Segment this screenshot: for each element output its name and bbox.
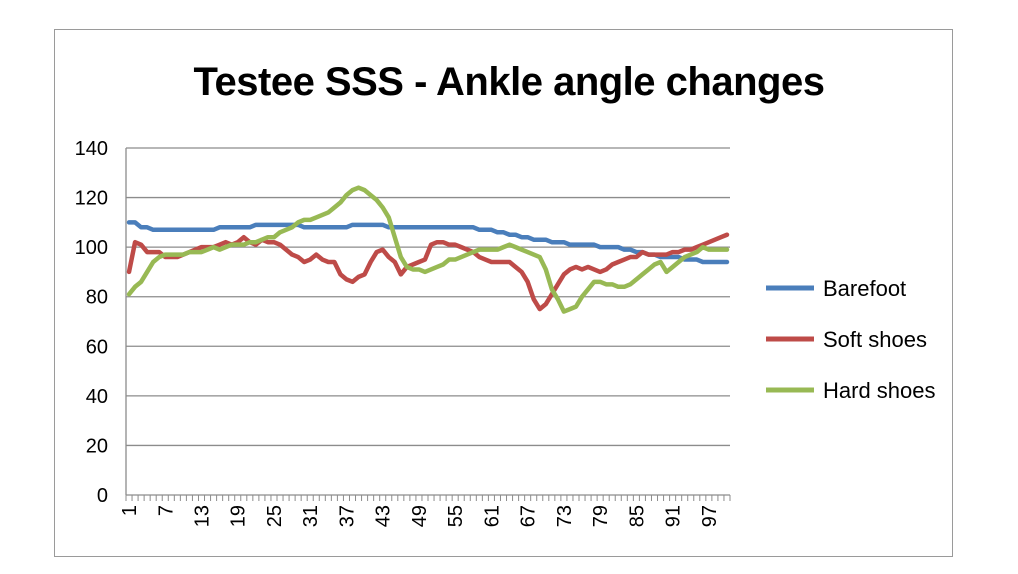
y-tick-label: 80 [86,287,108,309]
x-tick-label: 67 [518,505,540,527]
x-tick-label: 91 [663,505,685,527]
chart-frame [54,29,953,557]
series-line-soft-shoes [126,232,730,312]
x-tick-label: 97 [699,505,721,527]
x-tick-label: 79 [590,505,612,527]
legend: Barefoot Soft shoes Hard shoes [766,276,936,403]
y-tick-label: 140 [75,138,108,160]
y-tick-label: 100 [75,237,108,259]
chart-title: Testee SSS - Ankle angle changes [193,60,825,104]
x-tick-label: 55 [445,505,467,527]
y-tick-label: 60 [86,336,108,358]
y-tick-label: 40 [86,386,108,408]
x-tick-label: 25 [264,505,286,527]
x-tick-label: 31 [300,505,322,527]
x-tick-label: 73 [554,505,576,527]
gridlines [126,147,730,447]
legend-label-soft-shoes: Soft shoes [823,327,927,352]
x-tick-label: 37 [336,505,358,527]
x-tick-label: 85 [626,505,648,527]
x-tick-label: 13 [192,505,214,527]
x-tick-label: 7 [155,505,177,516]
y-tick-label: 120 [75,188,108,210]
x-tick-label: 43 [373,505,395,527]
x-tick-label: 19 [228,505,250,527]
x-tick-label: 61 [481,505,503,527]
series-line-hard-shoes [126,185,730,314]
series-lines [126,185,730,314]
axes: 0 20 40 60 80 100 120 140 1 7 13 19 25 31 37 43 49 55 61 67… [75,138,731,527]
x-tick-label: 49 [409,505,431,527]
legend-label-hard-shoes: Hard shoes [823,378,936,403]
y-tick-label: 20 [86,435,108,457]
series-line-barefoot [126,220,730,265]
legend-label-barefoot: Barefoot [823,276,906,301]
y-tick-label: 0 [97,485,108,507]
x-tick-label: 1 [119,505,141,516]
